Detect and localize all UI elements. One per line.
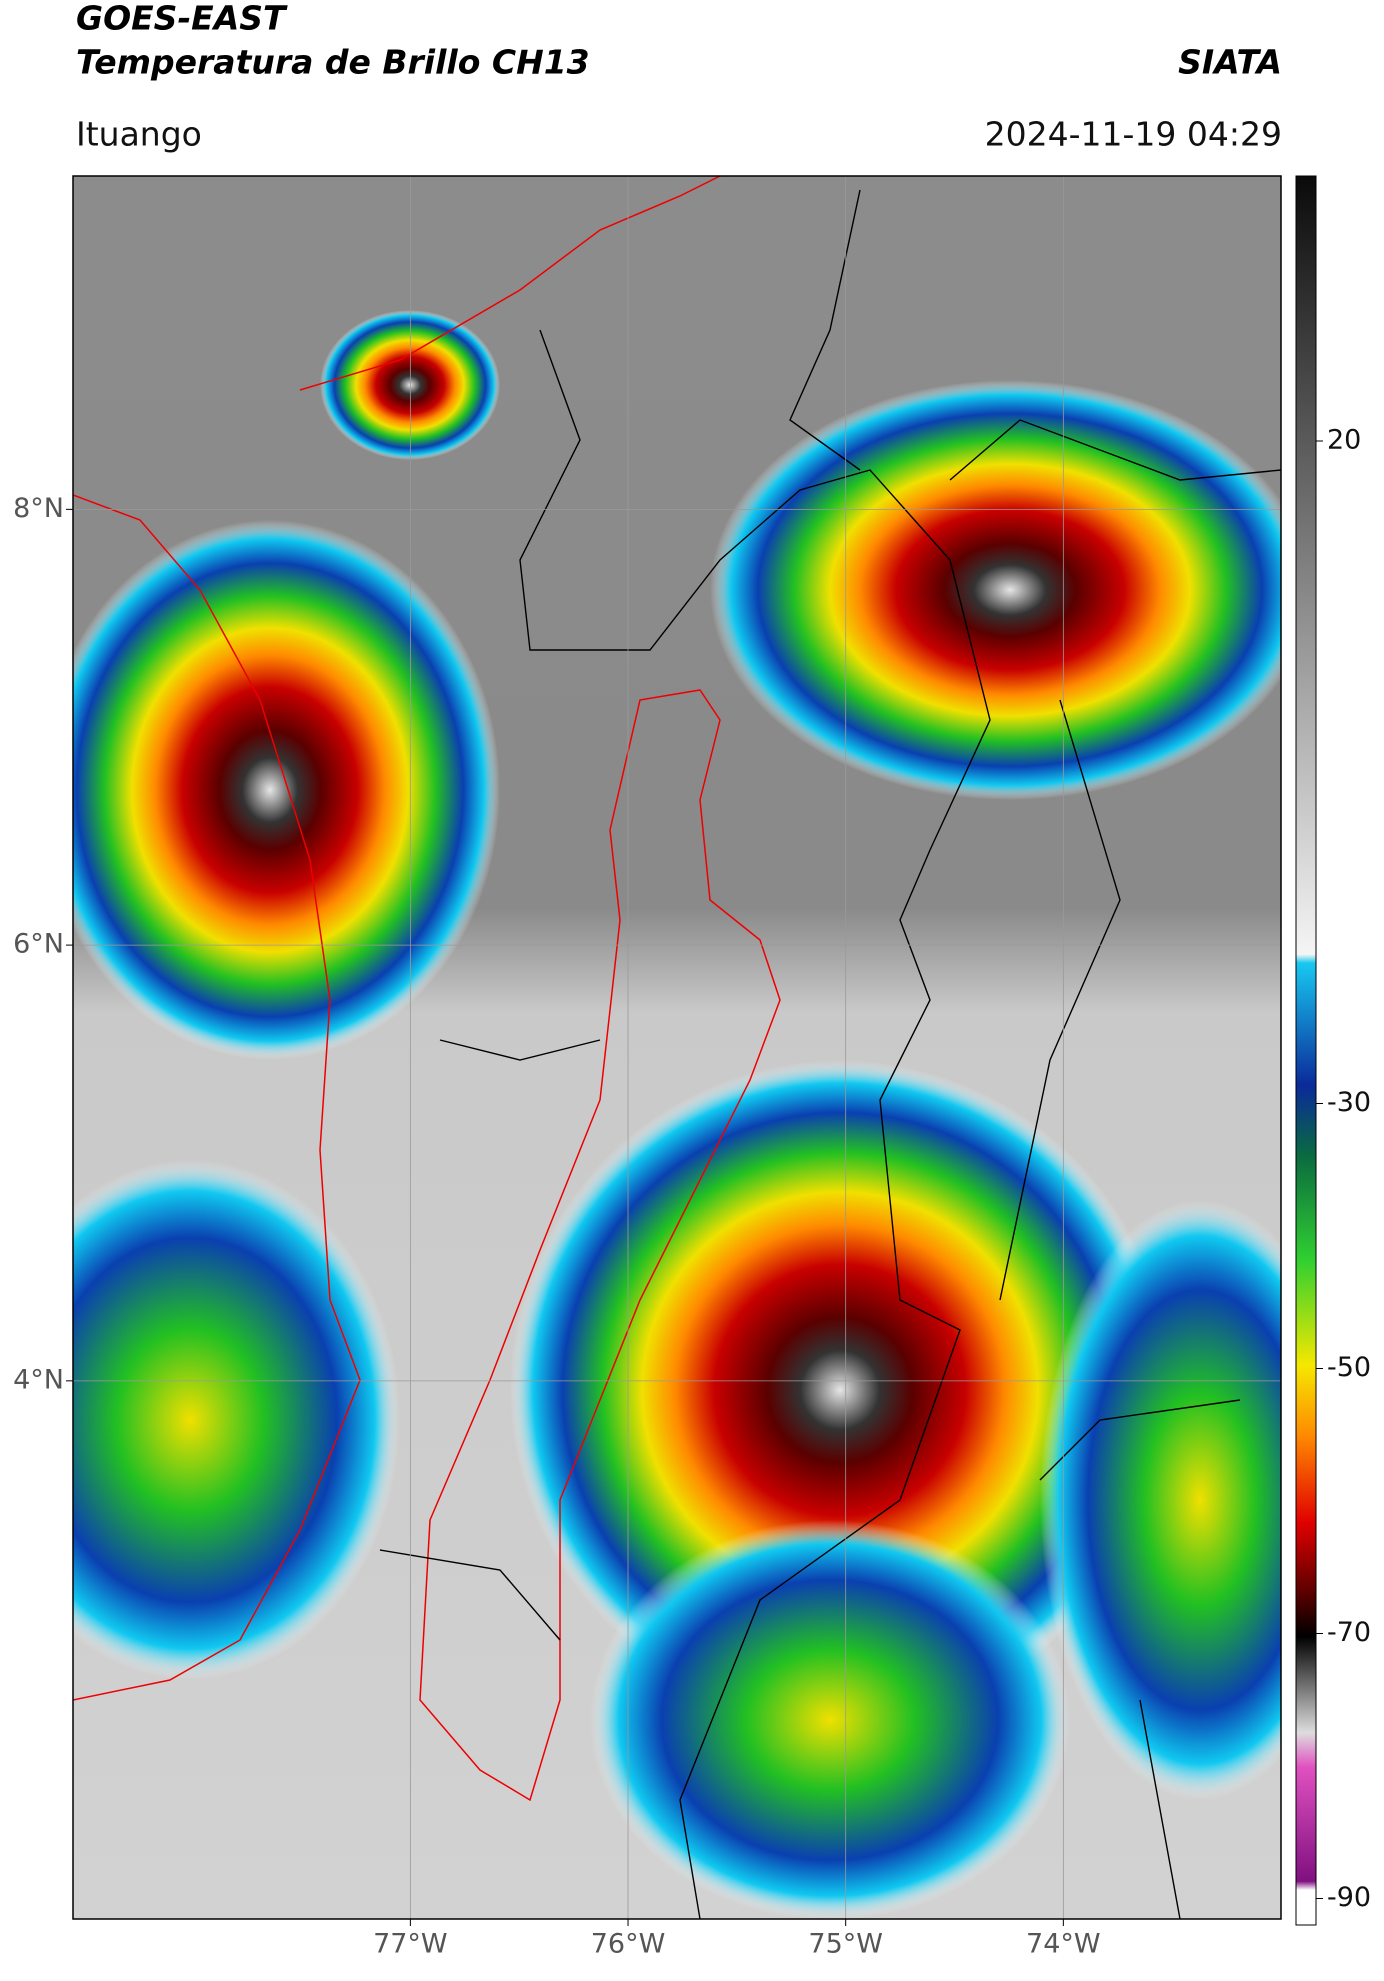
colorbar-label: -90 bbox=[1327, 1882, 1371, 1913]
cloud bbox=[590, 1520, 1070, 1919]
imagery bbox=[73, 176, 1281, 1919]
coastline bbox=[299, 176, 721, 391]
boundary bbox=[519, 329, 991, 1919]
colorbar-label: -30 bbox=[1327, 1087, 1371, 1118]
lat-label: 8°N bbox=[13, 493, 64, 524]
lon-label: 75°W bbox=[808, 1929, 883, 1960]
colorbar-label: -70 bbox=[1327, 1617, 1371, 1648]
title: GOES-EAST bbox=[76, 0, 288, 38]
timestamp: 2024-11-19 04:29 bbox=[985, 115, 1282, 154]
lat-label: 4°N bbox=[13, 1364, 64, 1395]
storm bbox=[73, 520, 500, 1060]
storm bbox=[710, 380, 1281, 800]
cloud bbox=[1040, 1200, 1281, 1800]
colorbar-label: -50 bbox=[1327, 1352, 1371, 1383]
graticule: 8°N 6°N 4°N 77°W 76°W 75°W 74°W bbox=[13, 176, 1281, 1960]
colorbar-label: 20 bbox=[1327, 425, 1361, 456]
title: Temperatura de Brillo CH13 bbox=[76, 43, 590, 82]
map-frame bbox=[72, 175, 1282, 1920]
location: Ituango bbox=[76, 115, 202, 154]
brand: SIATA bbox=[1178, 43, 1282, 82]
lon-label: 74°W bbox=[1026, 1929, 1101, 1960]
colorbar bbox=[1295, 175, 1317, 1926]
storm bbox=[510, 1060, 1170, 1720]
boundary bbox=[379, 189, 1281, 1919]
coastline bbox=[73, 494, 361, 1701]
lon-label: 77°W bbox=[373, 1929, 448, 1960]
boundary bbox=[419, 689, 781, 1802]
cloud bbox=[73, 1160, 400, 1680]
lat-label: 6°N bbox=[13, 929, 64, 960]
colorbar-ticks: 20 -30 -50 -70 -90 bbox=[1316, 425, 1371, 1913]
lon-label: 76°W bbox=[591, 1929, 666, 1960]
